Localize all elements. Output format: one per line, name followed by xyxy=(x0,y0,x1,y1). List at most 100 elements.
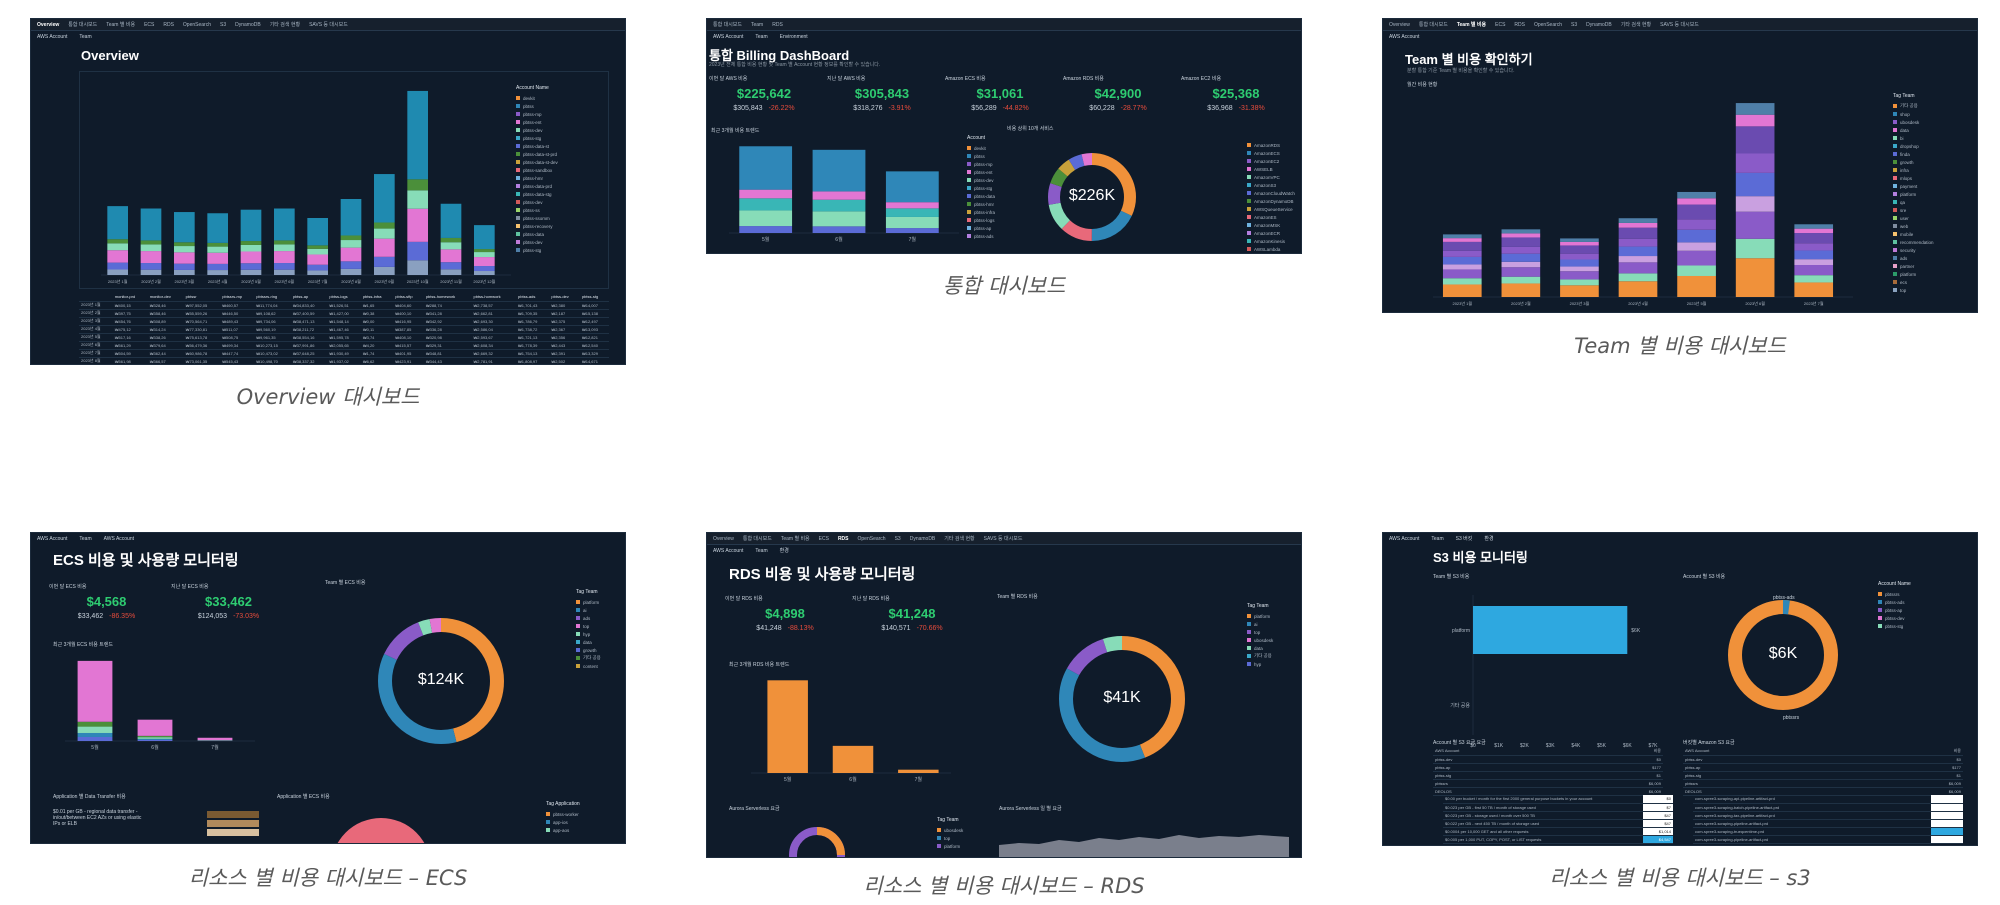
legend-item[interactable]: pbtss-ss xyxy=(516,206,558,214)
legend-item[interactable]: payment xyxy=(1893,182,1934,190)
bar-segment[interactable] xyxy=(1677,198,1716,205)
bar-segment[interactable] xyxy=(174,246,195,253)
legend-item[interactable]: AmazonMSK xyxy=(1247,221,1295,229)
bar-segment[interactable] xyxy=(739,146,793,190)
legend-item[interactable]: pbtss-stg xyxy=(516,134,558,142)
bar-segment[interactable] xyxy=(474,249,495,253)
bar-segment[interactable] xyxy=(1677,250,1716,266)
legend-item[interactable]: finda xyxy=(1893,150,1934,158)
bar-segment[interactable] xyxy=(474,257,495,267)
legend-item[interactable]: pbtss-stg xyxy=(967,184,995,192)
bar-segment[interactable] xyxy=(240,269,262,275)
legend-item[interactable]: app-ios xyxy=(546,818,580,826)
bar-segment[interactable] xyxy=(240,241,262,245)
bar-segment[interactable] xyxy=(1442,241,1482,251)
legend-item[interactable]: AmazonRDS xyxy=(1247,141,1295,149)
bar-segment[interactable] xyxy=(240,244,262,252)
bar-segment[interactable] xyxy=(407,90,428,180)
bar-segment[interactable] xyxy=(1442,256,1482,265)
bar-segment[interactable] xyxy=(440,269,462,275)
bar-segment[interactable] xyxy=(1677,229,1716,243)
bar-segment[interactable] xyxy=(140,263,162,270)
legend-item[interactable]: ai xyxy=(576,606,601,614)
legend-item[interactable]: AWSQueueService xyxy=(1247,205,1295,213)
bar-segment[interactable] xyxy=(1560,241,1599,246)
legend-item[interactable]: hyp xyxy=(576,630,601,638)
overview-filter-team[interactable]: Team xyxy=(79,33,92,40)
nav-tab[interactable]: DynamoDB xyxy=(909,535,936,542)
bar-segment[interactable] xyxy=(137,737,173,739)
bar-segment[interactable] xyxy=(137,735,173,738)
legend-item[interactable]: data xyxy=(1247,644,1273,652)
legend-item[interactable]: platform xyxy=(1247,612,1273,620)
legend-item[interactable]: AmazonKinesis xyxy=(1247,237,1295,245)
nav-tab[interactable]: 통합 대시보드 xyxy=(742,536,772,542)
legend-item[interactable]: bi xyxy=(1893,134,1934,142)
bar-segment[interactable] xyxy=(1442,238,1482,242)
legend-item[interactable]: AmazonECS xyxy=(1247,149,1295,157)
bar-segment[interactable] xyxy=(207,242,228,247)
bar-segment[interactable] xyxy=(140,251,162,264)
bar-segment[interactable] xyxy=(140,244,162,252)
bar-segment[interactable] xyxy=(207,263,228,271)
legend-item[interactable]: web xyxy=(1893,222,1934,230)
legend-item[interactable]: AmazonVPC xyxy=(1247,173,1295,181)
bar-segment[interactable] xyxy=(1794,228,1834,234)
bar-segment[interactable] xyxy=(1677,219,1716,230)
bar-segment[interactable] xyxy=(274,269,295,275)
bar-segment[interactable] xyxy=(1501,233,1541,238)
bar-segment[interactable] xyxy=(77,732,113,737)
legend-item[interactable]: data xyxy=(576,638,601,646)
rds-filter-2[interactable]: Team xyxy=(755,547,768,554)
legend-item[interactable]: ubosdesk xyxy=(937,826,963,834)
bar-segment[interactable] xyxy=(77,726,113,733)
bar-segment[interactable] xyxy=(474,266,495,272)
bar-segment[interactable] xyxy=(340,199,362,236)
legend-item[interactable]: user xyxy=(1893,214,1934,222)
bar-segment[interactable] xyxy=(307,254,328,265)
nav-tab[interactable]: S3 xyxy=(894,535,901,542)
nav-tab[interactable]: OpenSearch xyxy=(182,21,211,28)
bar-segment[interactable] xyxy=(812,149,866,192)
legend-item[interactable]: pbtss-dev xyxy=(967,176,995,184)
nav-tab[interactable]: S3 xyxy=(1571,21,1578,28)
legend-item[interactable]: infra xyxy=(1893,166,1934,174)
bar-segment[interactable] xyxy=(885,228,939,233)
legend-item[interactable]: sre xyxy=(1893,206,1934,214)
bar-segment[interactable] xyxy=(1560,259,1599,267)
nav-tab[interactable]: RDS xyxy=(1514,21,1525,28)
bar-segment[interactable] xyxy=(1442,250,1482,257)
bar-segment[interactable] xyxy=(440,242,462,250)
bar-segment[interactable] xyxy=(885,216,939,229)
bar-segment[interactable] xyxy=(1794,259,1834,266)
bar-segment[interactable] xyxy=(1677,204,1716,220)
bar-segment[interactable] xyxy=(1794,233,1834,244)
bar-segment[interactable] xyxy=(140,269,162,275)
legend-item[interactable]: devkit xyxy=(516,94,558,102)
nav-tab[interactable]: Team xyxy=(751,21,764,28)
legend-item[interactable]: hyp xyxy=(1247,660,1273,668)
bar-segment[interactable] xyxy=(1501,276,1541,284)
bar-segment[interactable] xyxy=(77,736,113,741)
bar-segment[interactable] xyxy=(1794,250,1834,260)
rds-filter-3[interactable]: 환경 xyxy=(779,548,789,554)
bar[interactable] xyxy=(767,680,808,773)
legend-item[interactable]: pbtss-data-st xyxy=(516,142,558,150)
bar-segment[interactable] xyxy=(407,241,428,261)
bar-segment[interactable] xyxy=(1618,222,1658,228)
bar-segment[interactable] xyxy=(140,240,162,245)
bar-segment[interactable] xyxy=(137,739,173,741)
legend-item[interactable]: top xyxy=(576,622,601,630)
bar-segment[interactable] xyxy=(340,247,362,262)
nav-tab[interactable]: OpenSearch xyxy=(857,535,886,542)
s3-filter-2[interactable]: Team xyxy=(1431,535,1444,542)
legend-item[interactable]: pbtss-ent xyxy=(516,118,558,126)
legend-item[interactable]: pbtss-ads xyxy=(967,232,995,240)
bar-segment[interactable] xyxy=(1501,267,1541,277)
legend-item[interactable]: pbtss xyxy=(516,102,558,110)
legend-item[interactable]: AWSLambda xyxy=(1247,245,1295,253)
bar-segment[interactable] xyxy=(739,189,793,199)
bar-segment[interactable] xyxy=(107,250,128,263)
bar-segment[interactable] xyxy=(307,248,328,255)
bar-segment[interactable] xyxy=(307,245,328,249)
